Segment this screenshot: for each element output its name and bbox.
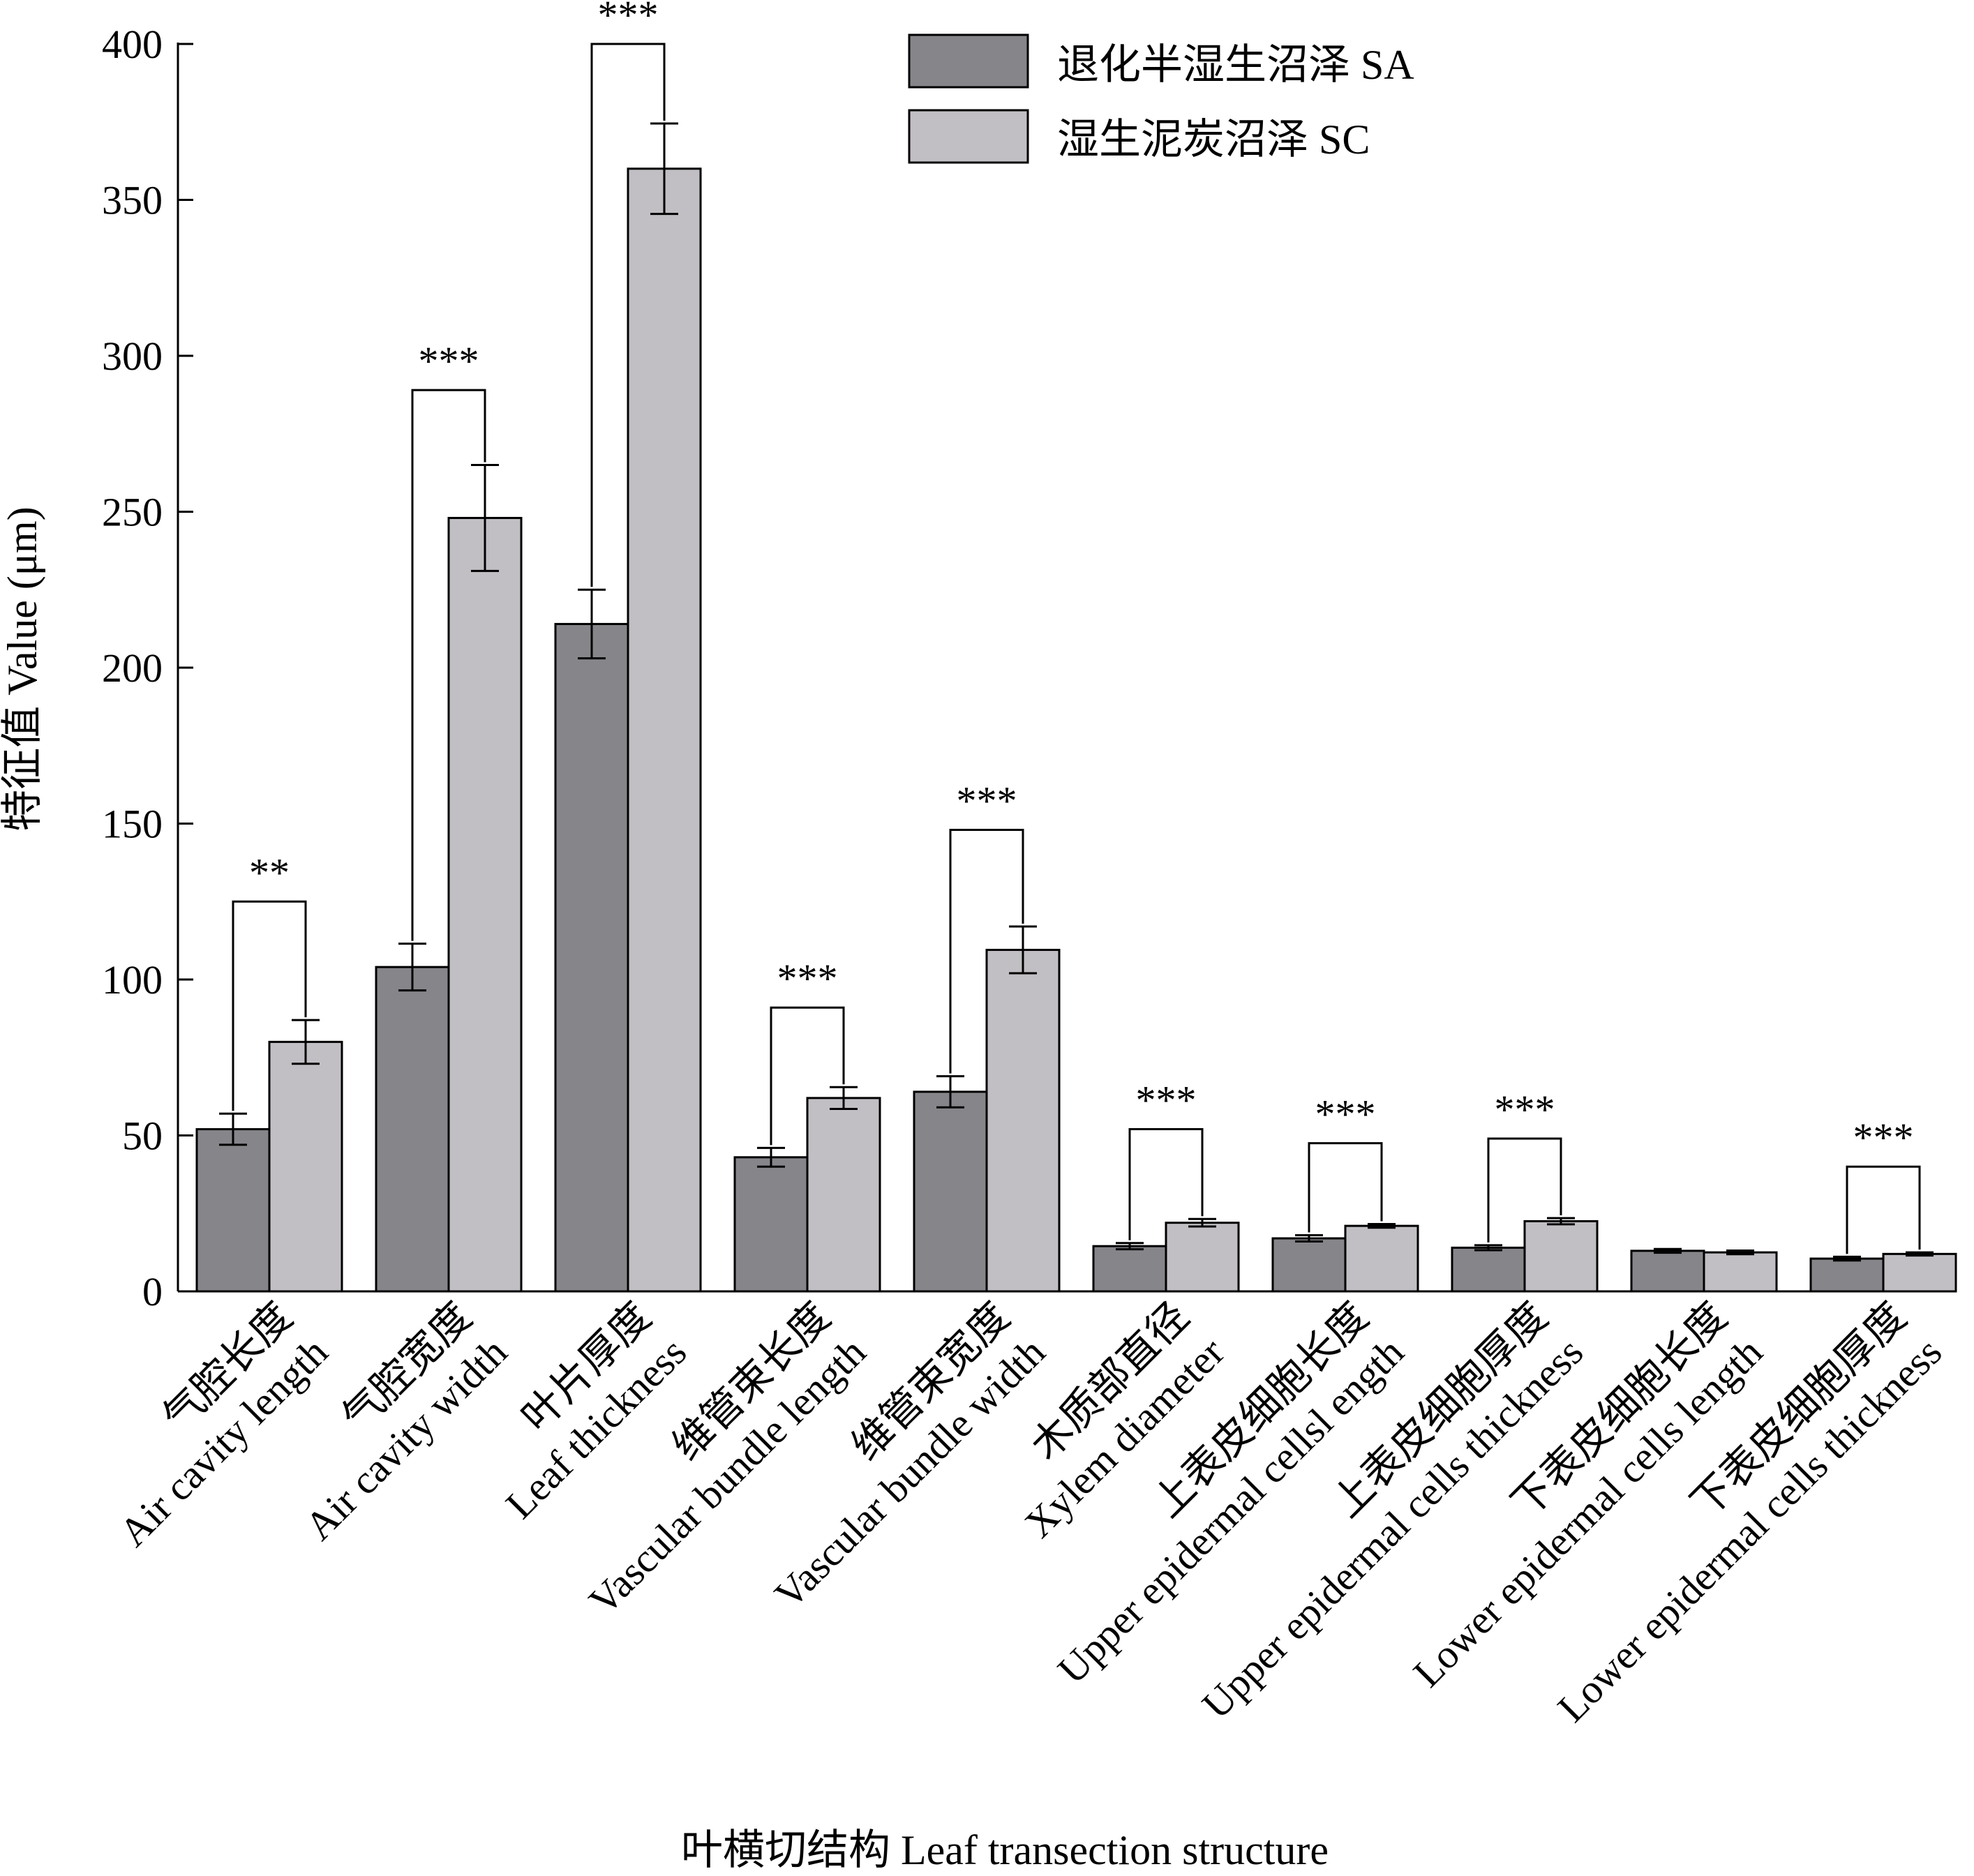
bars	[195, 167, 1957, 1293]
bar-sa	[554, 622, 629, 1293]
significance-label: **	[249, 850, 290, 895]
significance-label: ***	[419, 338, 479, 384]
significance-bracket	[590, 43, 666, 587]
significance-bracket	[411, 389, 486, 941]
significance-label: ***	[1495, 1087, 1555, 1132]
bar-sc	[268, 1040, 343, 1293]
significance-bracket	[1128, 1128, 1204, 1240]
significance-label: ***	[598, 0, 659, 38]
y-tick-label: 150	[102, 802, 163, 847]
significance-bracket	[770, 1006, 845, 1146]
y-tick-label: 300	[102, 333, 163, 379]
significance-bracket	[1846, 1165, 1921, 1254]
legend-label-sc: 湿生泥炭沼泽 SC	[1057, 117, 1370, 163]
significance-label: ***	[957, 778, 1017, 823]
bar-sc	[1523, 1220, 1599, 1293]
significance-label: ***	[1315, 1092, 1376, 1137]
legend-label-sa: 退化半湿生沼泽 SA	[1057, 42, 1414, 88]
error-bars	[219, 122, 1934, 1262]
legend: 退化半湿生沼泽 SA 湿生泥炭沼泽 SC	[908, 33, 1414, 164]
y-tick-label: 50	[122, 1113, 163, 1159]
bar-sa	[1809, 1257, 1885, 1293]
bar-sc	[627, 167, 702, 1293]
significance-brackets: ***************** *** ******	[232, 0, 1921, 1254]
significance-bracket	[1308, 1142, 1383, 1233]
y-tick-label: 100	[102, 957, 163, 1003]
bar-sa	[1451, 1246, 1526, 1293]
bar-sc	[1703, 1251, 1778, 1293]
x-axis-title: 叶横切结构 Leaf transection structure	[681, 1827, 1329, 1873]
significance-label: ***	[1853, 1115, 1914, 1160]
y-tick-label: 250	[102, 490, 163, 535]
bar-sa	[375, 966, 450, 1293]
y-tick-label: 0	[142, 1269, 163, 1314]
bar-sc	[1882, 1252, 1957, 1293]
bar-sa	[1271, 1237, 1347, 1293]
bar-sc	[1344, 1224, 1419, 1293]
legend-swatch-sa	[908, 33, 1029, 89]
y-tick-label: 350	[102, 178, 163, 223]
bar-sa	[733, 1156, 809, 1293]
y-tick-label: 400	[102, 22, 163, 67]
significance-bracket	[949, 828, 1024, 1074]
bar-sc	[447, 516, 523, 1293]
significance-label: ***	[1136, 1078, 1197, 1123]
y-axis-title: 特征值 Value (μm)	[0, 506, 45, 831]
y-axis: 0 50 100 150 200 250 300 350 400	[102, 22, 193, 1314]
bar-sc	[1165, 1222, 1240, 1293]
y-tick-label: 200	[102, 645, 163, 691]
significance-bracket	[1487, 1137, 1562, 1243]
bar-sa	[1630, 1250, 1705, 1293]
bar-sa	[1092, 1245, 1167, 1293]
bar-sc	[806, 1097, 881, 1293]
significance-label: ***	[777, 956, 838, 1001]
bar-sa	[195, 1128, 271, 1293]
legend-swatch-sc	[908, 109, 1029, 164]
significance-bracket	[232, 900, 307, 1111]
bar-sc	[985, 949, 1061, 1293]
bar-sa	[913, 1090, 988, 1293]
